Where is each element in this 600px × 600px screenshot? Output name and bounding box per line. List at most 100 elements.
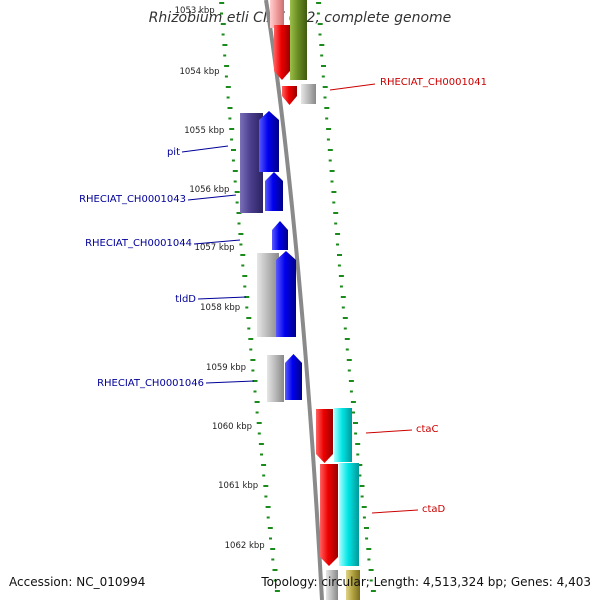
- outer-tick: [367, 558, 371, 561]
- outer-tick: [321, 65, 326, 67]
- inner-tick: [234, 191, 240, 193]
- gene-gray-1046: [267, 355, 284, 402]
- outer-tick: [346, 359, 352, 361]
- outer-tick: [355, 443, 361, 445]
- outer-tick: [356, 453, 360, 456]
- inner-tick: [249, 348, 253, 351]
- inner-tick: [251, 369, 255, 372]
- gene-gray-top: [301, 84, 316, 104]
- outer-tick: [360, 495, 364, 498]
- genome-summary-text: Topology: circular; Length: 4,513,324 bp…: [261, 575, 591, 589]
- outer-tick: [324, 107, 330, 109]
- gene-khaki-bottom: [346, 570, 360, 600]
- outer-tick: [368, 569, 374, 571]
- inner-tick: [270, 548, 276, 550]
- inner-tick: [244, 296, 250, 298]
- outer-tick: [337, 254, 342, 256]
- label-leader-line: [365, 429, 413, 434]
- inner-tick: [245, 306, 249, 309]
- label-leader-line: [187, 194, 237, 201]
- inner-tick: [269, 537, 272, 540]
- position-ruler: 1053 kbp 1054 kbp 1055 kbp 1056 kbp 1057 kbp…: [175, 6, 265, 551]
- inner-tick: [228, 117, 232, 120]
- label-leader-line: [329, 83, 376, 91]
- gene-blue-1046: [285, 354, 302, 400]
- inner-tick: [224, 65, 230, 67]
- gene-pink-top: [270, 0, 284, 28]
- outer-tick: [322, 86, 328, 88]
- outer-tick: [327, 149, 333, 151]
- inner-tick: [260, 453, 263, 456]
- outer-tick: [337, 264, 341, 267]
- outer-tick: [336, 243, 339, 246]
- gene-label[interactable]: ctaC: [416, 424, 439, 435]
- outer-tick: [353, 422, 358, 424]
- outer-tick: [340, 296, 346, 298]
- outer-tick: [339, 285, 343, 288]
- inner-tick: [222, 44, 228, 46]
- inner-tick: [255, 411, 259, 414]
- inner-tick: [231, 149, 236, 151]
- inner-tick: [267, 527, 273, 529]
- outer-tick: [357, 464, 363, 466]
- gene-label[interactable]: RHECIAT_CH0001044: [85, 238, 192, 249]
- outer-tick: [331, 191, 337, 193]
- gene-label[interactable]: tldD: [175, 294, 196, 305]
- ruler-label: 1062 kbp: [225, 541, 265, 551]
- inner-tick: [233, 180, 237, 183]
- inner-tick: [253, 390, 257, 393]
- outer-tick: [359, 485, 365, 487]
- outer-tick: [335, 233, 341, 235]
- outer-tick: [316, 2, 322, 4]
- gene-label[interactable]: RHECIAT_CH0001041: [380, 77, 487, 88]
- outer-tick: [345, 348, 349, 351]
- outer-tick: [344, 338, 350, 340]
- outer-tick: [328, 159, 332, 162]
- inner-tick: [239, 243, 243, 246]
- inner-tick: [261, 464, 267, 466]
- ruler-label: 1054 kbp: [179, 67, 219, 77]
- outer-tick: [364, 527, 369, 529]
- label-leader-line: [193, 239, 241, 245]
- outer-tick: [341, 306, 345, 309]
- inner-tick: [231, 159, 235, 162]
- inner-tick: [262, 474, 266, 477]
- inner-tick: [266, 516, 270, 519]
- gene-label[interactable]: RHECIAT_CH0001043: [79, 194, 186, 205]
- tick-ring: [219, 2, 376, 592]
- outer-tick: [320, 54, 324, 57]
- outer-tick: [343, 327, 347, 330]
- inner-tick: [236, 212, 242, 214]
- inner-tick: [232, 170, 238, 172]
- label-leader-line: [197, 296, 247, 300]
- inner-tick: [254, 401, 260, 403]
- outer-tick: [342, 317, 348, 319]
- gene-red-ctac: [316, 409, 333, 463]
- outer-tick: [361, 506, 367, 508]
- ruler-label: 1053 kbp: [175, 6, 215, 16]
- gene-label[interactable]: RHECIAT_CH0001046: [97, 378, 204, 389]
- gene-red-1041a: [274, 25, 290, 80]
- outer-tick: [316, 12, 320, 15]
- inner-tick: [226, 96, 230, 99]
- outer-tick: [338, 275, 344, 277]
- ruler-label: 1056 kbp: [189, 185, 229, 195]
- label-leader-line: [371, 509, 419, 514]
- outer-tick: [362, 516, 366, 519]
- gene-gray-bottom: [326, 570, 338, 600]
- outer-tick: [350, 401, 356, 403]
- outer-tick: [318, 33, 322, 36]
- outer-tick: [370, 590, 376, 592]
- label-leader-line: [205, 380, 255, 384]
- inner-tick: [240, 254, 246, 256]
- outer-tick: [347, 369, 351, 372]
- ruler-label: 1057 kbp: [195, 243, 235, 253]
- gene-label[interactable]: pit: [167, 147, 180, 158]
- gene-label[interactable]: ctaD: [422, 504, 446, 515]
- inner-tick: [220, 23, 226, 25]
- inner-tick: [220, 12, 223, 15]
- ruler-label: 1059 kbp: [206, 363, 246, 373]
- gene-blue-pit: [259, 111, 279, 172]
